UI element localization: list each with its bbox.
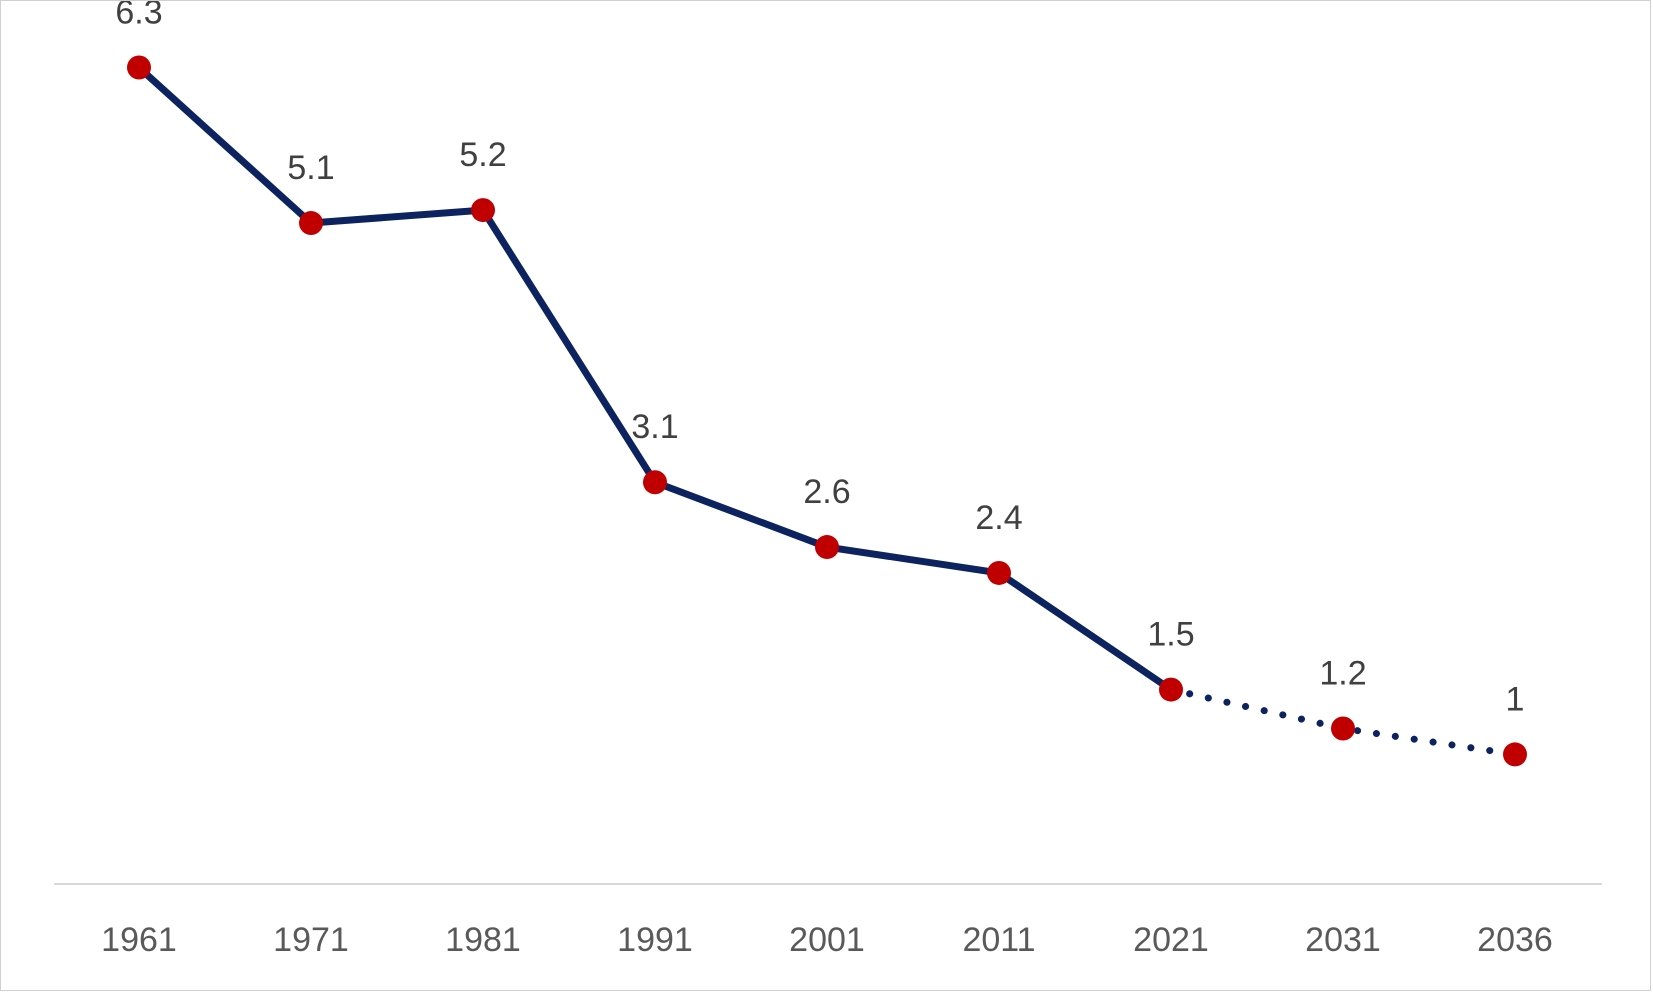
- x-tick-label-2011: 2011: [962, 921, 1035, 959]
- series-line-projected: [1167, 686, 1519, 758]
- data-label-2001: 2.6: [803, 473, 850, 511]
- x-tick-label-1991: 1991: [617, 921, 693, 959]
- x-tick-label-2031: 2031: [1305, 921, 1381, 959]
- data-point-1991: [643, 470, 667, 495]
- data-label-2011: 2.4: [975, 499, 1022, 537]
- x-tick-labels: 1961 1971 1981 1991 2001 2011 2021 2031 2036: [101, 921, 1553, 959]
- data-point-1971: [299, 211, 323, 236]
- data-label-1961: 6.3: [115, 1, 162, 32]
- data-point-2021: [1159, 677, 1183, 702]
- series-markers: [127, 55, 1527, 767]
- data-label-2036: 1: [1506, 680, 1525, 718]
- x-tick-label-1971: 1971: [273, 921, 349, 959]
- data-point-2001: [815, 535, 839, 560]
- x-tick-label-1981: 1981: [445, 921, 521, 959]
- x-tick-label-2001: 2001: [789, 921, 865, 959]
- data-point-1981: [471, 198, 495, 223]
- data-point-1961: [127, 55, 151, 80]
- data-label-1991: 3.1: [631, 408, 678, 446]
- data-label-1981: 5.2: [459, 136, 506, 174]
- x-tick-label-2036: 2036: [1477, 921, 1553, 959]
- data-point-2031: [1331, 716, 1355, 741]
- data-labels: 6.3 5.1 5.2 3.1 2.6 2.4 1.5 1.2 1: [115, 1, 1524, 718]
- data-point-2011: [987, 560, 1011, 585]
- x-tick-label-1961: 1961: [101, 921, 177, 959]
- data-point-2036: [1503, 742, 1527, 767]
- x-tick-label-2021: 2021: [1133, 921, 1209, 959]
- data-label-2031: 1.2: [1319, 654, 1366, 692]
- series-lines: [135, 64, 1519, 758]
- data-label-1971: 5.1: [287, 149, 334, 187]
- data-label-2021: 1.5: [1147, 616, 1194, 654]
